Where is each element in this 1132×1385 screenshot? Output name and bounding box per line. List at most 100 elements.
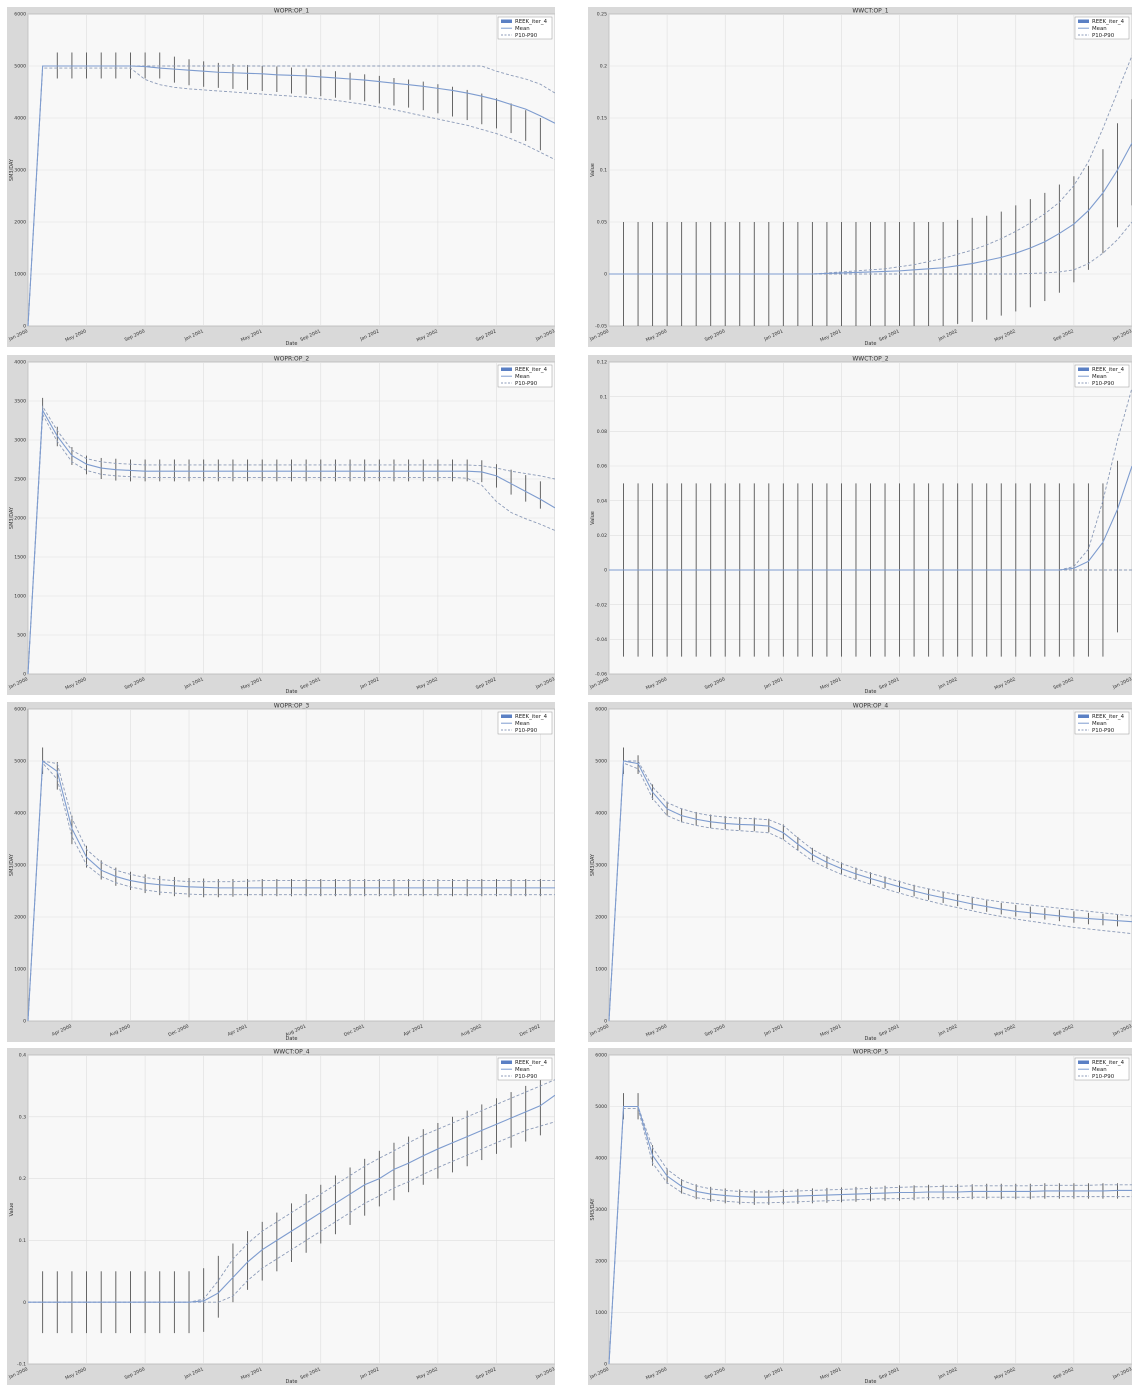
x-tick-label: Jan 2000 — [7, 1366, 29, 1380]
legend-label-p10-p90: P10-P90 — [515, 33, 538, 39]
x-tick-label: May 2000 — [64, 676, 87, 691]
y-tick-label: -0.02 — [595, 602, 607, 608]
y-tick-label: -0.1 — [17, 1362, 26, 1368]
x-tick-label: Sep 2001 — [299, 676, 321, 691]
legend-label-mean: Mean — [515, 374, 530, 380]
x-tick-label: Jan 2003 — [1111, 328, 1132, 342]
x-tick-label: May 2000 — [645, 676, 668, 691]
y-axis-label: Value — [9, 1203, 15, 1217]
y-tick-label: 6000 — [595, 1053, 607, 1059]
x-axis-label: Date — [865, 1379, 877, 1385]
chart-svg: WWCT:OP_1 -0.05 0 0.05 0.1 0.15 0.2 0.25 Jan 200… — [588, 8, 1132, 347]
chart-title: WWCT:OP_2 — [852, 356, 888, 363]
mean-line — [609, 142, 1132, 275]
y-tick-label: 5000 — [595, 1104, 607, 1110]
legend-label-p10-p90: P10-P90 — [1092, 381, 1115, 387]
y-tick-label: 0 — [604, 1019, 607, 1025]
chart-svg: WOPR:OP_4 0 1000 2000 3000 4000 5000 6000 Jan 20… — [588, 703, 1132, 1042]
y-tick-label: 6000 — [14, 12, 26, 18]
y-tick-label: 0 — [23, 672, 26, 678]
x-tick-label: Jan 2002 — [358, 676, 380, 690]
x-tick-label: Sep 2001 — [878, 328, 900, 343]
y-tick-label: 3000 — [14, 863, 26, 869]
y-tick-label: 4000 — [14, 811, 26, 817]
y-tick-label: 0.1 — [600, 168, 607, 174]
x-tick-label: Sep 2001 — [878, 1023, 900, 1038]
x-tick-label: Sep 2000 — [704, 1023, 726, 1038]
y-tick-label: 2500 — [14, 477, 26, 483]
x-axis-label: Date — [286, 1379, 298, 1385]
p10-line — [608, 1106, 1132, 1365]
x-tick-label: Jan 2001 — [762, 676, 784, 690]
y-tick-label: 4000 — [595, 811, 607, 817]
legend-label-ensemble: REEK_iter_4 — [515, 1060, 548, 1066]
y-tick-label: 4000 — [14, 116, 26, 122]
mean-line — [28, 1094, 555, 1303]
x-tick-label: May 2001 — [819, 1366, 842, 1381]
legend-fill-swatch — [501, 367, 512, 371]
x-tick-label: Jan 2002 — [937, 328, 959, 342]
legend-label-mean: Mean — [515, 721, 530, 727]
x-tick-label: Dec 2000 — [167, 1023, 190, 1038]
x-tick-label: Sep 2000 — [704, 676, 726, 691]
x-tick-label: Jan 2003 — [534, 328, 555, 342]
y-tick-label: 0.05 — [597, 220, 607, 226]
y-tick-label: 5000 — [14, 64, 26, 70]
y-tick-label: 1000 — [14, 272, 26, 278]
legend-fill-swatch — [1078, 714, 1089, 718]
legend-label-mean: Mean — [515, 1067, 530, 1073]
legend-label-ensemble: REEK_iter_4 — [1092, 367, 1125, 373]
legend-label-p10-p90: P10-P90 — [1092, 728, 1115, 734]
x-tick-label: May 2000 — [645, 328, 668, 343]
x-tick-label: May 2001 — [819, 328, 842, 343]
x-tick-label: Jan 2000 — [588, 1366, 610, 1380]
y-tick-label: 0.3 — [19, 1114, 26, 1120]
legend-label-ensemble: REEK_iter_4 — [515, 19, 548, 25]
legend-fill-swatch — [501, 714, 512, 718]
y-tick-label: 3500 — [14, 399, 26, 405]
x-tick-label: May 2002 — [994, 328, 1017, 343]
p90-line — [27, 761, 555, 1022]
y-axis-label: Value — [590, 163, 596, 177]
x-tick-label: May 2002 — [416, 676, 439, 691]
x-tick-label: Sep 2001 — [299, 1366, 321, 1381]
x-tick-label: Sep 2000 — [704, 1366, 726, 1381]
chart-panel: WWCT:OP_2 -0.06 -0.04 -0.02 0 0.02 0.04 0.06 0.0… — [588, 355, 1132, 695]
y-tick-label: 2000 — [14, 915, 26, 921]
y-tick-label: 0.15 — [597, 116, 607, 122]
chart-panel: WWCT:OP_4 -0.1 0 0.1 0.2 0.3 0.4 Jan 2000 May 20… — [7, 1048, 555, 1385]
legend-label-p10-p90: P10-P90 — [515, 1074, 538, 1080]
x-tick-label: May 2001 — [819, 1023, 842, 1038]
y-axis-label: SM3/DAY — [590, 853, 596, 876]
chart-panel: WOPR:OP_4 0 1000 2000 3000 4000 5000 6000 Jan 20… — [588, 702, 1132, 1042]
x-tick-label: Sep 2002 — [1052, 328, 1074, 343]
x-tick-label: May 2000 — [645, 1366, 668, 1381]
x-tick-label: Jan 2002 — [358, 1366, 380, 1380]
chart-title: WWCT:OP_4 — [273, 1049, 309, 1056]
y-tick-label: 5000 — [14, 759, 26, 765]
y-tick-label: 2000 — [14, 220, 26, 226]
x-axis-label: Date — [865, 689, 877, 695]
x-tick-label: Dec 2002 — [519, 1023, 542, 1038]
y-tick-label: -0.05 — [595, 324, 607, 330]
x-tick-label: May 2000 — [645, 1023, 668, 1038]
x-tick-label: Jan 2001 — [183, 676, 205, 690]
y-tick-label: 1500 — [14, 555, 26, 561]
y-tick-label: 0.2 — [600, 64, 607, 70]
mean-line — [609, 465, 1132, 571]
y-tick-label: 0.06 — [597, 464, 607, 470]
x-tick-label: Jan 2000 — [588, 328, 610, 342]
chart-svg: WOPR:OP_2 0 500 1000 1500 2000 2500 3000 3500 400… — [7, 356, 555, 695]
legend-label-mean: Mean — [1092, 1067, 1107, 1073]
x-tick-label: Jan 2003 — [1111, 676, 1132, 690]
x-tick-label: Jan 2003 — [1111, 1023, 1132, 1037]
x-tick-label: Jan 2001 — [183, 1366, 205, 1380]
x-tick-label: May 2002 — [994, 676, 1017, 691]
y-tick-label: 2000 — [595, 915, 607, 921]
legend-label-mean: Mean — [1092, 374, 1107, 380]
y-axis-label: SM3/DAY — [590, 1197, 596, 1220]
